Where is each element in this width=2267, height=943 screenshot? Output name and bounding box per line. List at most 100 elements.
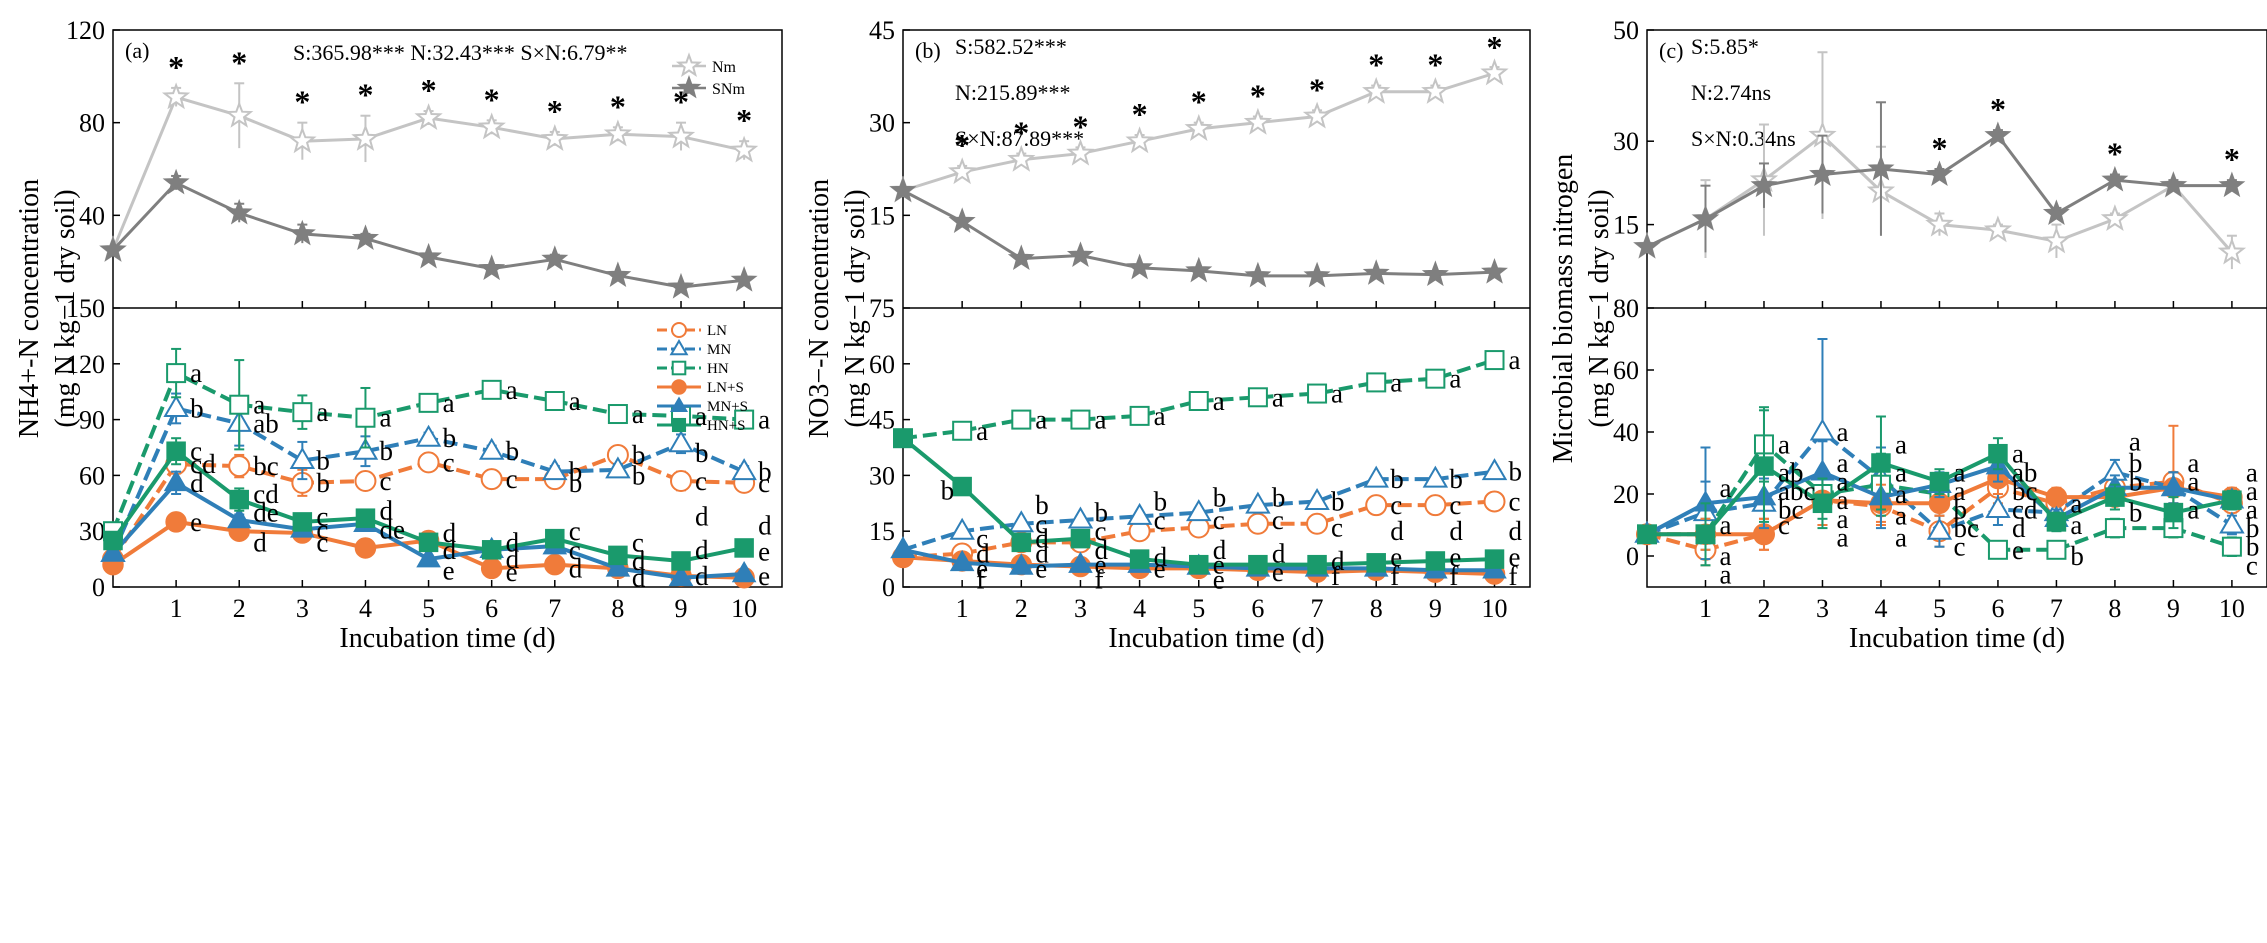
significance-letter: d <box>976 539 990 569</box>
significance-star: * <box>1427 47 1443 83</box>
significance-letter: a <box>2246 457 2258 487</box>
significance-letter: a <box>379 403 391 433</box>
significance-letter: b <box>1213 483 1227 513</box>
data-point-SNm <box>351 224 379 250</box>
y-tick-label-bottom: 75 <box>869 294 895 323</box>
data-point-HN+S <box>229 489 249 510</box>
data-point-SNm <box>730 266 758 292</box>
data-point-LN+S <box>354 537 377 559</box>
y-tick-label-bottom: 0 <box>1626 542 1639 571</box>
significance-letter: a <box>2187 448 2199 478</box>
significance-letter: b <box>569 457 583 487</box>
data-point-Nm <box>351 124 380 151</box>
significance-letter: b <box>1094 498 1108 528</box>
data-point-HN+S <box>1425 551 1446 571</box>
significance-letter: b <box>1272 483 1286 513</box>
significance-letter: c <box>1449 490 1461 520</box>
x-tick-label: 4 <box>359 594 372 623</box>
data-point-LN <box>417 451 440 474</box>
data-point-SNm <box>1750 171 1778 198</box>
significance-letter: a <box>506 375 518 405</box>
data-point-MN <box>731 458 757 481</box>
x-tick-label: 1 <box>956 594 969 623</box>
significance-letter: c <box>190 436 202 466</box>
data-point-SNm <box>2101 165 2129 192</box>
data-point-HN <box>1011 409 1032 430</box>
legend-label-LN+S: LN+S <box>707 380 744 396</box>
data-point-Nm <box>2100 204 2130 232</box>
y-tick-label-bottom: 20 <box>1613 480 1639 509</box>
significance-letter: d <box>1154 542 1168 572</box>
data-point-MN+S <box>1009 553 1034 575</box>
significance-star: * <box>1368 47 1384 83</box>
significance-letter: a <box>1836 504 1848 534</box>
data-point-MN+S <box>605 555 631 577</box>
data-point-Nm <box>1007 144 1036 172</box>
significance-letter: e <box>1509 542 1521 572</box>
data-point-MN <box>1067 506 1094 529</box>
data-point-HN <box>166 363 187 384</box>
x-tick-label: 6 <box>485 594 498 623</box>
data-point-SNm <box>541 245 569 271</box>
significance-letter: a <box>2187 495 2199 525</box>
data-point-HN <box>607 404 628 425</box>
data-point-Nm <box>1362 76 1391 104</box>
data-point-SNm <box>1185 256 1213 283</box>
data-point-MN <box>1985 496 2011 518</box>
significance-letter: a <box>2129 426 2141 456</box>
significance-letter: c <box>506 464 518 494</box>
x-tick-label: 9 <box>675 594 688 623</box>
y-tick-label-bottom: 0 <box>92 573 105 602</box>
data-point-HN <box>734 409 755 430</box>
y-axis-label-main: NO3−-N concentration <box>804 179 835 438</box>
significance-letter: b <box>2129 498 2143 528</box>
significance-letter: e <box>443 555 455 585</box>
significance-letter: b <box>2129 467 2143 497</box>
significance-letter: d <box>758 511 772 541</box>
significance-letter: e <box>1035 553 1047 583</box>
significance-letter: b <box>506 436 520 466</box>
data-point-HN <box>1307 383 1328 404</box>
legend-label-LN: LN <box>707 323 727 339</box>
significance-letter: a <box>2012 439 2024 469</box>
significance-star: * <box>2224 141 2240 177</box>
y-tick-label-top: 80 <box>79 109 105 138</box>
x-tick-label: 7 <box>1311 594 1324 623</box>
data-point-MN <box>1809 418 1836 441</box>
data-point-MN <box>1481 458 1508 481</box>
y-tick-label-bottom: 150 <box>66 294 105 323</box>
significance-star: * <box>2107 136 2123 172</box>
data-point-SNm <box>1481 258 1508 284</box>
x-tick-label: 3 <box>296 594 309 623</box>
significance-letter: a <box>758 405 770 435</box>
legend-label-SNm: SNm <box>712 81 745 98</box>
significance-letter: b <box>190 393 204 423</box>
data-point-HN+S <box>734 538 754 558</box>
significance-star: * <box>1132 96 1148 132</box>
x-axis-label: Incubation time (d) <box>1849 623 2065 654</box>
significance-letter: e <box>1449 542 1461 572</box>
significance-letter: d <box>1509 516 1523 546</box>
y-axis-label: NH4+-N concentration (mg N kg−1 dry soil) <box>14 179 81 438</box>
x-tick-label: 6 <box>1251 594 1264 623</box>
significance-letter: b <box>1390 464 1404 494</box>
legend-marker-HN <box>671 360 687 376</box>
data-point-SNm <box>948 207 976 233</box>
data-point-MN <box>1008 510 1035 533</box>
data-point-Nm <box>603 119 633 147</box>
significance-letter: a <box>1154 401 1166 431</box>
significance-letter: a <box>190 358 202 388</box>
significance-letter: d <box>695 561 709 591</box>
data-point-HN+S <box>1011 532 1032 553</box>
significance-letter: c <box>316 514 328 544</box>
x-tick-label: 8 <box>2108 594 2121 623</box>
significance-letter: e <box>1154 553 1166 583</box>
significance-letter: a <box>1953 457 1965 487</box>
significance-letter: ab <box>1778 457 1803 487</box>
data-point-HN+S <box>2222 490 2242 510</box>
significance-star: * <box>168 49 184 85</box>
significance-letter: f <box>1449 561 1458 591</box>
data-point-HN <box>2046 539 2067 560</box>
